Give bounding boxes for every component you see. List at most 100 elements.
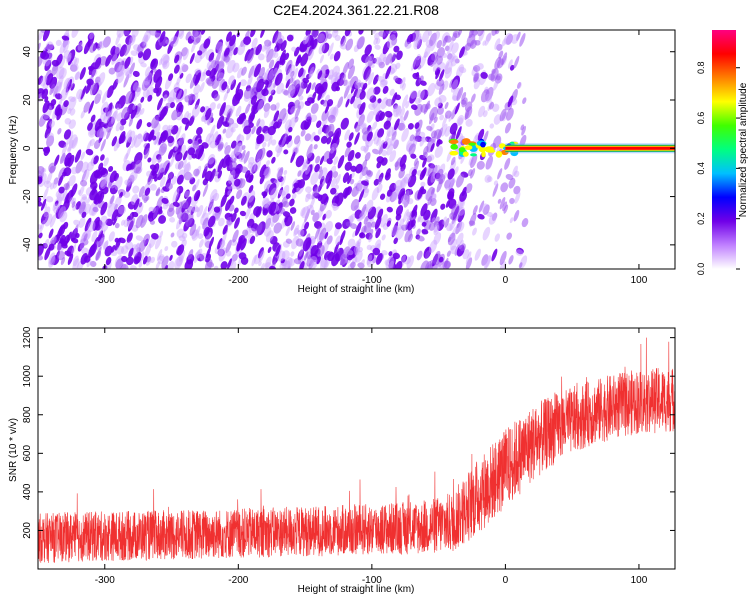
spectrogram-cell [462,249,470,260]
spectrogram-cell [125,69,133,79]
spectrogram-cell [382,141,388,149]
spectrogram-cell [63,77,71,90]
spectrogram-cell [261,125,270,134]
spectrogram-cell [290,70,295,78]
spectrogram-cell [197,138,203,144]
spectrogram-cell [393,105,402,118]
spectrogram-cell [305,192,311,203]
spectrogram-cell [274,31,282,44]
spectrogram-cell [130,265,137,269]
spectrogram-cell [38,224,43,230]
spectrogram-cell [476,160,485,170]
colorbar-label: Normalized spectral amplitude [738,82,749,217]
spectrogram-cell [158,58,163,66]
x-tick-label: 100 [631,575,648,586]
x-tick-label: -200 [228,275,248,286]
snr-series-line [38,337,675,563]
spectrogram-cell [240,166,249,173]
spectrogram-cell [194,53,203,64]
spectrogram-cell [375,228,381,239]
spectrogram-cell [288,77,294,84]
spectrogram-cell [364,44,372,56]
spectrogram-cell [76,88,83,100]
spectrogram-cell [284,216,288,223]
spectrogram-cell [333,131,340,143]
spectrogram-cell [178,133,186,146]
spectrogram-cell [56,190,65,202]
spectrogram-cell [332,104,339,118]
y-tick-label: 1000 [22,365,33,388]
spectrogram-cell [324,231,329,240]
spectrogram-cell [310,171,319,186]
spectrogram-cell [101,167,107,176]
spectrogram-cell [241,118,247,128]
spectrogram-cell [159,30,166,43]
spectrogram-cell [194,178,200,191]
spectrogram-cell [175,125,182,140]
spectrogram-cell [202,178,209,186]
spectrogram-cell [407,210,412,222]
spectrogram-cell [290,151,296,164]
spectrogram-cell [334,184,340,190]
spectrogram-cell [112,214,118,226]
spectrogram-cell [63,50,71,59]
spectrogram-cell [208,236,214,249]
spectrogram-cell [385,65,392,80]
spectrogram-cell [265,256,272,268]
spectrogram-cell [358,102,366,116]
spectrogram-cell [433,31,441,41]
spectrogram-cell [477,30,485,37]
spectrogram-cell [289,207,297,214]
spectrogram-cell [38,232,43,239]
spectrogram-cell [290,106,296,115]
spectrogram-cell [449,177,455,189]
spectrogram-cell [94,76,101,84]
spectrogram-cell [425,136,432,143]
spectrogram-cell [230,140,237,149]
spectrogram-cell [111,209,118,221]
spectrogram-cell [364,55,372,66]
spectrogram-cell [266,150,273,158]
colorbar-tick-label: 0.4 [696,162,706,175]
spectrogram-cell [399,77,406,89]
spectrogram-cell [431,38,437,52]
spectrogram-cell [199,81,205,93]
spectrogram-cell [316,244,325,257]
spectrogram-cell [470,153,477,157]
spectrogram-cell [231,212,237,223]
spectrogram-cell [261,88,269,97]
spectrogram-cell [232,92,241,107]
spectrogram-cell [313,144,318,150]
spectrogram-cell [367,252,375,262]
spectrogram-cell [271,139,277,146]
spectrogram-cell [402,199,406,205]
spectrogram-cell [256,118,261,127]
spectrogram-cell [344,146,351,158]
spectrogram-cell [313,135,320,142]
spectrogram-cell [205,246,212,259]
spectrogram-cell [401,127,409,142]
spectrogram-cell [86,78,94,86]
spectrogram-cell [236,189,243,200]
spectrogram-cell [67,253,74,265]
spectrogram-cell [118,237,126,244]
spectrogram-cell [424,43,432,58]
spectrogram-cell [132,70,140,77]
spectrogram-cell [71,63,79,72]
spectrogram-cell [410,104,418,110]
spectrogram-cell [66,231,72,244]
spectrogram-cell [447,236,452,243]
y-tick-label: 1200 [22,326,33,349]
spectrogram-cell [192,31,202,45]
spectrogram-cell [241,66,247,76]
spectrogram-cell [234,207,239,214]
spectrogram-cell [68,96,76,102]
spectrogram-cell [216,103,221,109]
spectrogram-cell [294,105,301,120]
spectrogram-cell [306,73,311,80]
spectrogram-cell [123,30,130,36]
spectrogram-cell [183,171,192,181]
spectrogram-cell [447,168,455,180]
spectrogram-cell [272,67,278,77]
spectrogram-cell [197,233,204,240]
